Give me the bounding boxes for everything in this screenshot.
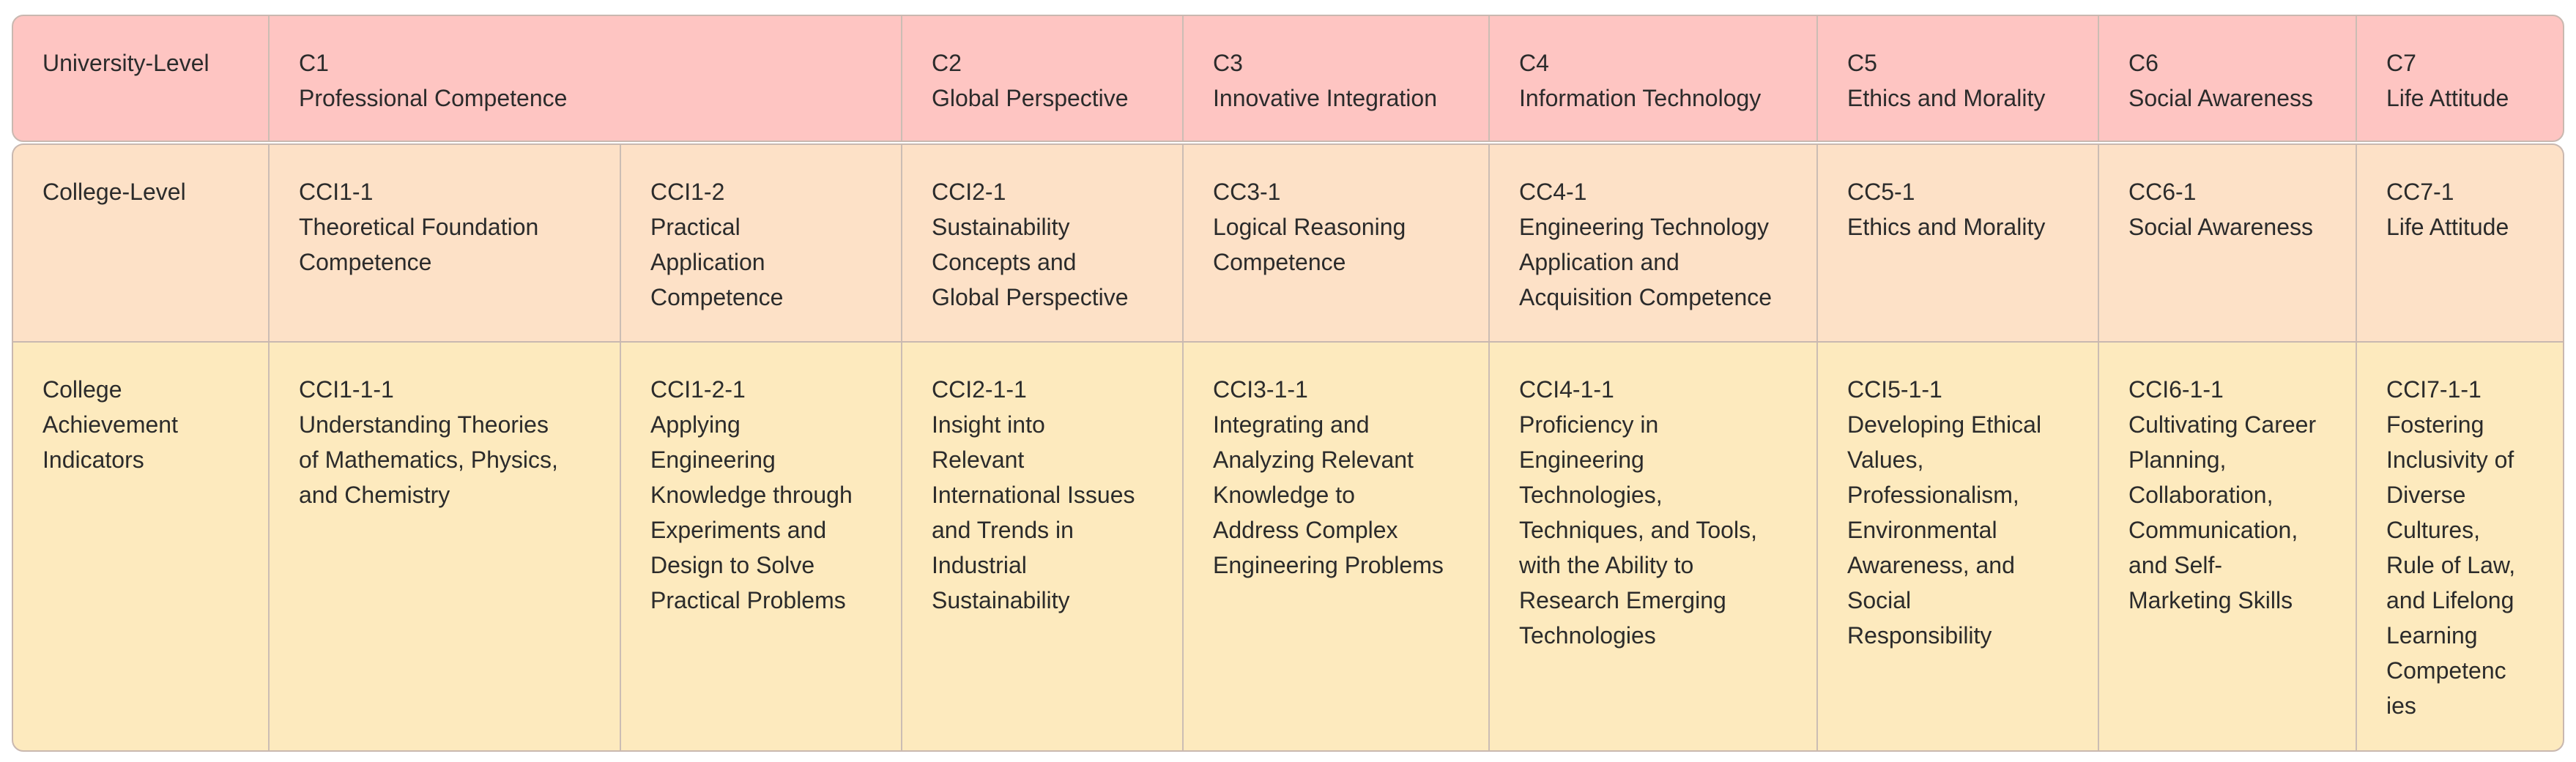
cci5-1-1-indicator: CCI5-1-1 Developing Ethical Values, Prof… <box>1847 376 2042 649</box>
cc4-1-engineering-technology: CC4-1 Engineering Technology Application… <box>1519 179 1773 310</box>
university-level-row: University-Level C1 Professional Compete… <box>12 15 2564 142</box>
cci1-1-theoretical-foundation: CCI1-1 Theoretical Foundation Competence <box>299 179 539 275</box>
divider <box>1182 145 1184 341</box>
c7-life-attitude: C7 Life Attitude <box>2386 50 2509 111</box>
divider <box>2098 145 2099 341</box>
cci6-1-1-indicator: CCI6-1-1 Cultivating Career Planning, Co… <box>2128 376 2317 613</box>
cci4-1-1-indicator: CCI4-1-1 Proficiency in Engineering Tech… <box>1519 376 1757 649</box>
divider <box>620 343 621 750</box>
divider <box>268 16 270 141</box>
divider <box>1816 145 1818 341</box>
divider <box>2356 343 2357 750</box>
cc3-1-logical-reasoning: CC3-1 Logical Reasoning Competence <box>1213 179 1406 275</box>
divider <box>620 145 621 341</box>
cc5-1-ethics-and-morality: CC5-1 Ethics and Morality <box>1847 179 2046 240</box>
cci1-1-1-indicator: CCI1-1-1 Understanding Theories of Mathe… <box>299 376 558 508</box>
c4-information-technology: C4 Information Technology <box>1519 50 1762 111</box>
cci7-1-1-indicator: CCI7-1-1 Fostering Inclusivity of Divers… <box>2386 376 2516 719</box>
cci2-1-1-indicator: CCI2-1-1 Insight into Relevant Internati… <box>932 376 1135 613</box>
cc6-1-social-awareness: CC6-1 Social Awareness <box>2128 179 2313 240</box>
divider <box>2098 343 2099 750</box>
cci3-1-1-indicator: CCI3-1-1 Integrating and Analyzing Relev… <box>1213 376 1444 578</box>
divider <box>1816 343 1818 750</box>
row-label-achievement-indicators: College Achievement Indicators <box>42 376 178 473</box>
c6-social-awareness: C6 Social Awareness <box>2128 50 2313 111</box>
divider <box>268 343 270 750</box>
divider <box>901 16 902 141</box>
divider <box>2098 16 2099 141</box>
divider <box>901 145 902 341</box>
divider <box>2356 16 2357 141</box>
divider <box>1488 16 1490 141</box>
achievement-indicators-row: College Achievement Indicators CCI1-1-1 … <box>12 341 2564 752</box>
divider <box>901 343 902 750</box>
c1-professional-competence: C1 Professional Competence <box>299 50 568 111</box>
c5-ethics-and-morality: C5 Ethics and Morality <box>1847 50 2046 111</box>
row-label-college-level: College-Level <box>42 179 186 205</box>
divider <box>1488 343 1490 750</box>
divider <box>1816 16 1818 141</box>
cci1-2-practical-application: CCI1-2 Practical Application Competence <box>650 179 784 310</box>
divider <box>1488 145 1490 341</box>
college-level-row: College-Level CCI1-1 Theoretical Foundat… <box>12 143 2564 341</box>
divider <box>268 145 270 341</box>
divider <box>2356 145 2357 341</box>
cci1-2-1-indicator: CCI1-2-1 Applying Engineering Knowledge … <box>650 376 853 613</box>
c3-innovative-integration: C3 Innovative Integration <box>1213 50 1437 111</box>
row-label-university-level: University-Level <box>42 50 209 76</box>
divider <box>1182 16 1184 141</box>
cc7-1-life-attitude: CC7-1 Life Attitude <box>2386 179 2509 240</box>
divider <box>1182 343 1184 750</box>
cci2-1-sustainability: CCI2-1 Sustainability Concepts and Globa… <box>932 179 1129 310</box>
c2-global-perspective: C2 Global Perspective <box>932 50 1129 111</box>
